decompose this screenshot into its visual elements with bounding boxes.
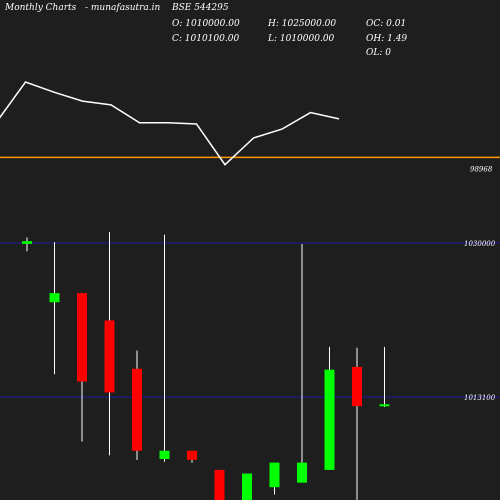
- candle: [352, 347, 362, 500]
- candle-body: [49, 293, 60, 303]
- candle-body: [379, 404, 390, 407]
- oc-value: OC: 0.01: [366, 19, 407, 29]
- high-value: H: 1025000.00: [268, 19, 337, 29]
- candle-body: [214, 469, 225, 500]
- candle: [242, 473, 252, 500]
- candle: [49, 242, 60, 375]
- candle-body: [132, 368, 142, 451]
- candle: [104, 232, 115, 456]
- candle: [324, 346, 335, 470]
- y-tick-label: 1013100: [464, 394, 496, 402]
- candle-body: [352, 366, 362, 407]
- candle: [77, 293, 87, 442]
- close-value: C: 1010100.00: [172, 34, 240, 44]
- chart-title: Monthly Charts: [5, 3, 77, 13]
- candle: [22, 237, 32, 252]
- reference-line-label: 98968: [470, 165, 493, 173]
- candle: [269, 462, 280, 495]
- candle: [214, 469, 225, 500]
- candle: [379, 346, 390, 408]
- candle-body: [77, 293, 87, 382]
- ol-value: OL: 0: [366, 48, 391, 58]
- open-value: O: 1010000.00: [172, 19, 240, 29]
- oh-value: OH: 1.49: [366, 34, 408, 44]
- candle-body: [22, 241, 32, 244]
- candle-body: [297, 462, 307, 483]
- upper-panel: 98968: [0, 81, 500, 173]
- candle-body: [242, 473, 252, 500]
- candle: [132, 350, 142, 460]
- site-name: - munafasutra.in: [85, 3, 161, 13]
- symbol-label: BSE 544295: [172, 3, 229, 13]
- low-value: L: 1010000.00: [268, 34, 335, 44]
- candle: [159, 234, 170, 462]
- candle-body: [269, 462, 280, 488]
- y-tick-label: 1030000: [464, 240, 496, 248]
- candle: [297, 243, 307, 483]
- candle-body: [159, 450, 170, 459]
- candle-body: [104, 320, 115, 393]
- series-line: [0, 81, 340, 166]
- candle-body: [187, 450, 197, 460]
- candlestick-panel: 1030000 1013100: [0, 232, 500, 500]
- candle: [187, 450, 197, 463]
- candle-body: [324, 369, 335, 470]
